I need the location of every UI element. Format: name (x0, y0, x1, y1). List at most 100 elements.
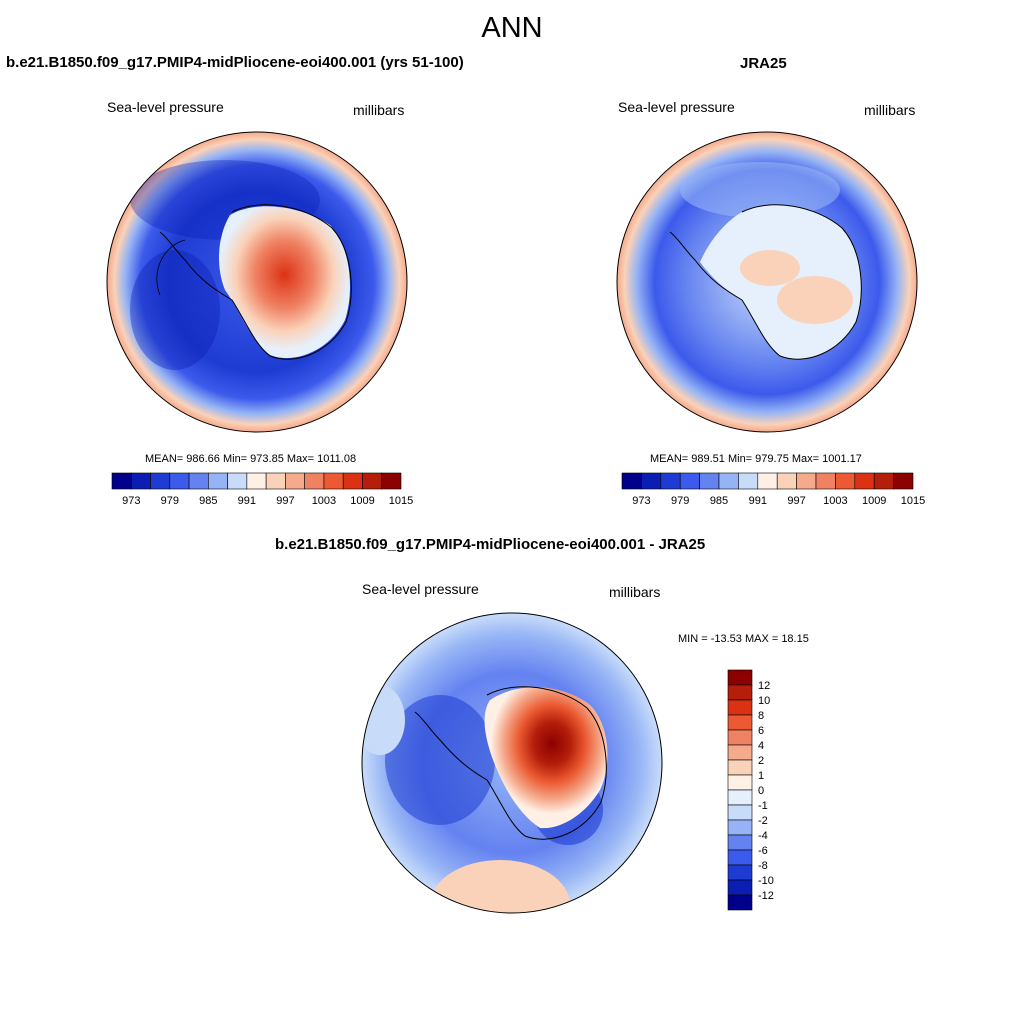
obs-colorbar-tick-label: 991 (749, 495, 767, 507)
model-colorbar-tick-label: 991 (238, 495, 256, 507)
diff-colorbar-box (727, 804, 753, 821)
diff-colorbar-tick-label: 2 (758, 755, 764, 767)
model-colorbar-box (265, 472, 286, 490)
diff-colorbar-tick-label: 12 (758, 680, 770, 692)
obs-colorbar-box (776, 472, 797, 490)
obs-variable-label: Sea-level pressure (618, 99, 735, 115)
obs-colorbar-box (835, 472, 856, 490)
diff-colorbar-tick-label: -12 (758, 890, 774, 902)
obs-stats: MEAN= 989.51 Min= 979.75 Max= 1001.17 (650, 453, 862, 465)
model-panel-title: b.e21.B1850.f09_g17.PMIP4-midPliocene-eo… (6, 54, 464, 71)
model-colorbar-box (227, 472, 248, 490)
model-colorbar-box (246, 472, 267, 490)
diff-colorbar-tick-label: 8 (758, 710, 764, 722)
diff-colorbar-box (727, 894, 753, 911)
model-colorbar-tick-label: 1015 (389, 495, 413, 507)
model-colorbar-box (381, 472, 402, 490)
diff-colorbar-box (727, 789, 753, 806)
diff-colorbar-box (727, 669, 753, 686)
model-colorbar-tick-label: 1003 (312, 495, 336, 507)
diff-colorbar-box (727, 819, 753, 836)
obs-colorbar-box (660, 472, 681, 490)
diff-panel-title: b.e21.B1850.f09_g17.PMIP4-midPliocene-eo… (275, 536, 706, 553)
diff-colorbar-box (727, 759, 753, 776)
diff-variable-label: Sea-level pressure (362, 581, 479, 597)
obs-panel-title: JRA25 (740, 55, 787, 72)
obs-colorbar-box (873, 472, 894, 490)
diff-colorbar-tick-label: 6 (758, 725, 764, 737)
diff-colorbar-tick-label: -8 (758, 860, 768, 872)
obs-colorbar-box (679, 472, 700, 490)
obs-colorbar-box (815, 472, 836, 490)
model-colorbar-tick-label: 979 (161, 495, 179, 507)
model-colorbar-tick-label: 973 (122, 495, 140, 507)
obs-colorbar-box (854, 472, 875, 490)
model-colorbar-tick-label: 1009 (350, 495, 374, 507)
model-colorbar: 973 979 985 991 997 1003 1009 1015 (111, 472, 413, 507)
model-colorbar-box (111, 472, 132, 490)
diff-map-border (361, 612, 663, 914)
diff-colorbar-tick-label: -6 (758, 845, 768, 857)
obs-colorbar-box (718, 472, 739, 490)
diff-colorbar-tick-label: -4 (758, 830, 768, 842)
figure-title: ANN (481, 12, 543, 44)
diff-stats: MIN = -13.53 MAX = 18.15 (678, 633, 809, 645)
diff-colorbar-tick-label: -2 (758, 815, 768, 827)
diff-colorbar-tick-label: 10 (758, 695, 770, 707)
obs-colorbar-box (641, 472, 662, 490)
diff-colorbar-box (727, 714, 753, 731)
obs-map (617, 132, 917, 432)
diff-colorbar-box (727, 699, 753, 716)
obs-colorbar-tick-label: 1009 (862, 495, 886, 507)
obs-colorbar-tick-label: 973 (632, 495, 650, 507)
model-colorbar-box (208, 472, 228, 490)
obs-colorbar-tick-label: 985 (710, 495, 728, 507)
obs-colorbar-tick-label: 997 (787, 495, 805, 507)
model-colorbar-box (304, 472, 325, 490)
diff-colorbar-box (727, 729, 753, 746)
diff-colorbar-tick-label: 4 (758, 740, 764, 752)
model-colorbar-box (169, 472, 190, 490)
model-colorbar-box (342, 472, 363, 490)
obs-units-label: millibars (864, 102, 916, 118)
model-stats: MEAN= 986.66 Min= 973.85 Max= 1011.08 (145, 453, 357, 465)
obs-colorbar-box (757, 472, 778, 490)
diff-colorbar-box (727, 879, 753, 896)
diff-colorbar-box (727, 774, 753, 791)
obs-colorbar-box (699, 472, 720, 490)
model-map (107, 132, 407, 432)
obs-colorbar-box (796, 472, 817, 490)
obs-colorbar-box (893, 472, 914, 490)
diff-map (362, 613, 662, 913)
obs-colorbar-tick-label: 1003 (823, 495, 847, 507)
model-colorbar-tick-label: 985 (199, 495, 217, 507)
diff-colorbar-box (727, 744, 753, 761)
diff-colorbar-box (727, 864, 753, 881)
diff-colorbar-tick-label: -10 (758, 875, 774, 887)
model-colorbar-box (323, 472, 344, 490)
obs-colorbar-box (738, 472, 759, 490)
model-colorbar-box (130, 472, 151, 490)
diff-colorbar-tick-label: 0 (758, 785, 764, 797)
diff-colorbar-box (727, 834, 753, 851)
diff-colorbar-box (727, 684, 753, 701)
diff-colorbar-tick-label: -1 (758, 800, 768, 812)
diff-colorbar-box (727, 849, 753, 866)
obs-colorbar-box (621, 472, 642, 490)
obs-map-border (616, 131, 918, 433)
model-colorbar-box (150, 472, 171, 490)
model-map-border (106, 131, 408, 433)
obs-colorbar: 973 979 985 991 997 1003 1009 1015 (621, 472, 925, 507)
diff-units-label: millibars (609, 584, 661, 600)
model-colorbar-box (285, 472, 305, 490)
model-colorbar-box (362, 472, 383, 490)
model-colorbar-tick-label: 997 (276, 495, 294, 507)
obs-colorbar-tick-label: 1015 (901, 495, 925, 507)
diff-colorbar-tick-label: 1 (758, 770, 764, 782)
model-colorbar-box (188, 472, 209, 490)
model-units-label: millibars (353, 102, 405, 118)
model-variable-label: Sea-level pressure (107, 99, 224, 115)
obs-colorbar-tick-label: 979 (671, 495, 689, 507)
